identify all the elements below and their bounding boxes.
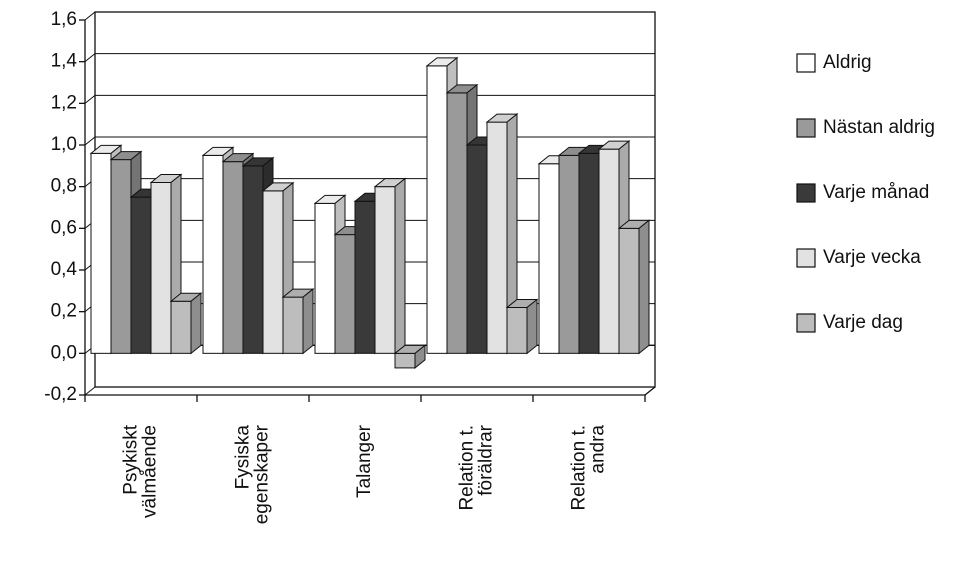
bar	[486, 121, 508, 354]
bar	[598, 148, 620, 354]
y-tick-label: -0,2	[44, 384, 77, 405]
grid-line	[84, 53, 655, 63]
legend-label: Aldrig	[823, 52, 872, 73]
y-tick-label: 1,2	[51, 92, 77, 113]
bar	[110, 159, 132, 354]
legend-label: Varje vecka	[823, 247, 921, 268]
y-tick-label: 0,8	[51, 176, 77, 197]
bar	[262, 190, 284, 354]
bar-side	[526, 298, 538, 355]
legend-label: Nästan aldrig	[823, 117, 935, 138]
bar	[558, 154, 580, 354]
bar	[466, 144, 488, 354]
bar	[354, 200, 376, 354]
bar	[506, 307, 528, 354]
bar	[618, 227, 640, 354]
bar	[394, 352, 416, 369]
x-axis	[85, 386, 656, 396]
bar	[90, 152, 112, 354]
bar-side	[414, 344, 426, 369]
x-tick-label: Psykisktvälmående	[121, 424, 161, 518]
bar	[170, 300, 192, 354]
bar	[202, 154, 224, 354]
bar	[242, 165, 264, 354]
y-tick-label: 0,4	[51, 259, 78, 280]
bar	[130, 196, 152, 354]
bar	[314, 202, 336, 354]
bar-side	[394, 177, 406, 355]
legend-swatch	[796, 313, 816, 333]
legend-label: Varje dag	[823, 312, 903, 333]
bar	[426, 65, 448, 354]
bar	[282, 296, 304, 354]
legend-swatch	[796, 183, 816, 203]
x-tick-label: Relation t.föräldrar	[457, 424, 497, 510]
grid-line	[84, 11, 655, 21]
bar	[222, 161, 244, 354]
bar-side	[190, 292, 202, 355]
legend-swatch	[796, 248, 816, 268]
y-tick-label: 1,0	[51, 134, 77, 155]
x-tick-label: Talanger	[354, 424, 375, 498]
x-tick-label: Relation t.andra	[569, 425, 609, 511]
bar	[374, 186, 396, 354]
legend-label: Varje månad	[823, 182, 929, 203]
y-tick-label: 1,4	[51, 51, 78, 72]
bar	[446, 92, 468, 354]
grid-line	[84, 386, 655, 396]
bar-side	[638, 219, 650, 355]
y-tick-label: 1,6	[51, 9, 77, 30]
y-tick-label: 0,6	[51, 217, 77, 238]
y-tick-label: 0,2	[51, 301, 77, 322]
bar	[150, 182, 172, 354]
bar	[334, 234, 356, 354]
legend-swatch	[796, 53, 816, 73]
bar	[538, 163, 560, 354]
bar-side	[302, 288, 314, 355]
bar	[578, 152, 600, 354]
y-tick-label: 0,0	[51, 342, 77, 363]
x-tick-label: Fysiskaegenskaper	[233, 424, 273, 524]
legend-swatch	[796, 118, 816, 138]
